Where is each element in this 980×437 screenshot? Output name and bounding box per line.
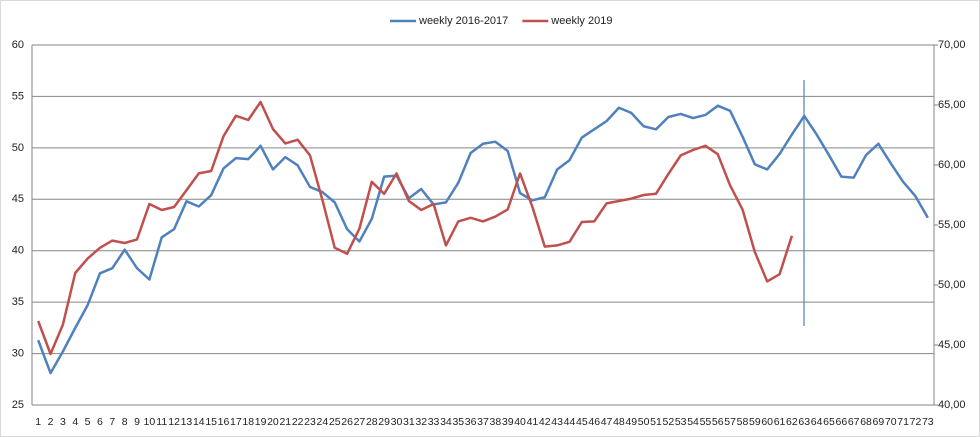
x-tick-label: 55: [700, 416, 712, 428]
y-tick-label: 55: [12, 90, 24, 102]
x-tick-label: 28: [366, 416, 378, 428]
x-tick-label: 61: [774, 416, 786, 428]
x-tick-label: 48: [613, 416, 625, 428]
x-tick-label: 19: [255, 416, 267, 428]
x-tick-label: 41: [527, 416, 539, 428]
x-tick-label: 72: [910, 416, 922, 428]
x-tick-label: 50: [638, 416, 650, 428]
y2-tick-label: 55,00: [938, 219, 966, 231]
x-tick-label: 4: [72, 416, 78, 428]
x-tick-label: 46: [588, 416, 600, 428]
x-tick-label: 73: [922, 416, 934, 428]
x-tick-label: 65: [823, 416, 835, 428]
x-tick-label: 2: [48, 416, 54, 428]
y2-tick-label: 70,00: [938, 39, 966, 51]
legend-label: weekly 2019: [550, 15, 612, 27]
y-tick-label: 25: [12, 399, 24, 411]
x-tick-label: 52: [662, 416, 674, 428]
x-tick-label: 60: [761, 416, 773, 428]
x-tick-label: 27: [354, 416, 366, 428]
x-tick-label: 49: [625, 416, 637, 428]
series-line: [37, 104, 929, 375]
x-tick-label: 62: [786, 416, 798, 428]
x-tick-label: 22: [292, 416, 304, 428]
x-tick-label: 13: [181, 416, 193, 428]
x-tick-label: 53: [675, 416, 687, 428]
x-tick-label: 51: [650, 416, 662, 428]
x-tick-label: 39: [502, 416, 514, 428]
x-tick-label: 1: [35, 416, 41, 428]
x-tick-label: 26: [341, 416, 353, 428]
x-tick-label: 69: [873, 416, 885, 428]
x-tick-label: 36: [465, 416, 477, 428]
y2-tick-label: 65,00: [938, 99, 966, 111]
x-tick-label: 6: [97, 416, 103, 428]
x-tick-label: 47: [601, 416, 613, 428]
y-tick-label: 50: [12, 142, 24, 154]
x-tick-label: 67: [848, 416, 860, 428]
x-tick-label: 20: [267, 416, 279, 428]
x-tick-label: 54: [687, 416, 699, 428]
x-tick-label: 70: [885, 416, 897, 428]
x-tick-label: 56: [712, 416, 724, 428]
x-tick-label: 31: [403, 416, 415, 428]
x-tick-label: 33: [428, 416, 440, 428]
y2-tick-label: 45,00: [938, 339, 966, 351]
x-tick-label: 18: [242, 416, 254, 428]
x-tick-label: 12: [168, 416, 180, 428]
y-tick-label: 60: [12, 39, 24, 51]
x-tick-label: 34: [440, 416, 452, 428]
x-tick-label: 59: [749, 416, 761, 428]
x-tick-label: 32: [415, 416, 427, 428]
x-tick-label: 14: [193, 416, 205, 428]
y2-tick-label: 40,00: [938, 399, 966, 411]
x-tick-label: 44: [564, 416, 576, 428]
x-tick-label: 16: [218, 416, 230, 428]
x-tick-label: 3: [60, 416, 66, 428]
x-tick-label: 8: [122, 416, 128, 428]
y-tick-label: 40: [12, 245, 24, 257]
x-tick-label: 25: [329, 416, 341, 428]
x-tick-label: 38: [490, 416, 502, 428]
x-tick-label: 43: [551, 416, 563, 428]
x-tick-label: 35: [452, 416, 464, 428]
x-tick-label: 63: [798, 416, 810, 428]
x-tick-label: 58: [737, 416, 749, 428]
y-tick-label: 45: [12, 193, 24, 205]
x-tick-label: 37: [477, 416, 489, 428]
x-tick-label: 7: [109, 416, 115, 428]
x-tick-label: 40: [514, 416, 526, 428]
x-tick-label: 9: [134, 416, 140, 428]
x-tick-label: 68: [860, 416, 872, 428]
x-tick-label: 5: [85, 416, 91, 428]
x-tick-label: 29: [378, 416, 390, 428]
legend-label: weekly 2016-2017: [418, 15, 508, 27]
x-tick-label: 15: [205, 416, 217, 428]
y-tick-label: 30: [12, 347, 24, 359]
x-tick-label: 42: [539, 416, 551, 428]
x-tick-label: 57: [724, 416, 736, 428]
x-tick-label: 11: [156, 416, 167, 428]
y-tick-label: 35: [12, 296, 24, 308]
x-tick-label: 10: [144, 416, 156, 428]
y2-tick-label: 60,00: [938, 159, 966, 171]
x-tick-label: 30: [391, 416, 403, 428]
x-tick-label: 21: [279, 416, 291, 428]
x-tick-label: 66: [835, 416, 847, 428]
x-tick-label: 71: [897, 416, 909, 428]
x-tick-label: 23: [304, 416, 316, 428]
x-tick-label: 17: [230, 416, 242, 428]
x-tick-label: 64: [811, 416, 823, 428]
x-tick-label: 45: [576, 416, 588, 428]
series-line: [37, 100, 794, 356]
x-tick-label: 24: [317, 416, 329, 428]
y2-tick-label: 50,00: [938, 279, 966, 291]
